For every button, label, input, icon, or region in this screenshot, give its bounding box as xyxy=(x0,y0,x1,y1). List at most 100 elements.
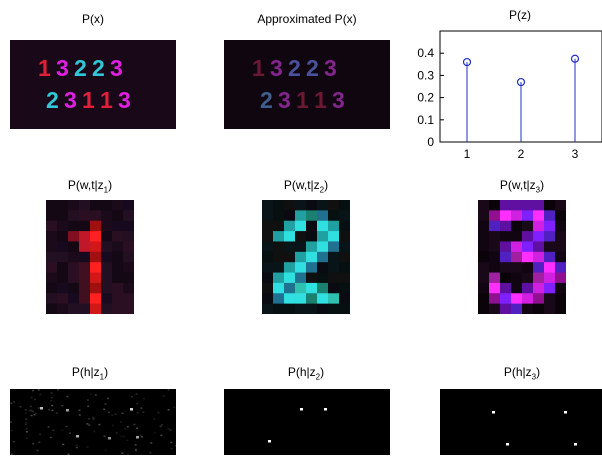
pixel-cell xyxy=(544,231,556,242)
activation-dot xyxy=(492,411,495,414)
pixel-cell xyxy=(46,262,58,274)
activation-noise xyxy=(25,421,28,424)
pixel-cell xyxy=(68,231,80,242)
px-digit: 1 xyxy=(82,87,95,113)
activation-noise xyxy=(30,414,33,417)
activation-noise xyxy=(140,454,143,455)
activation-noise xyxy=(92,418,95,420)
activation-noise xyxy=(30,396,33,399)
pixel-cell xyxy=(489,272,501,284)
pixel-cell xyxy=(317,220,329,232)
pixel-cell xyxy=(522,282,534,294)
activation-dot xyxy=(574,443,577,446)
pixel-cell xyxy=(68,262,80,274)
pixel-cell xyxy=(533,241,545,253)
pixel-cell xyxy=(112,303,124,314)
pixel-cell xyxy=(101,220,113,232)
pixel-cell xyxy=(284,293,296,305)
pixel-cell xyxy=(533,262,545,274)
activation-map-3 xyxy=(492,411,577,446)
pixel-cell xyxy=(101,272,113,284)
pixel-cell xyxy=(478,251,490,263)
activation-noise xyxy=(88,424,91,426)
pixel-cell xyxy=(500,220,512,232)
px-digits: 1 3 2 2 3 2 3 1 1 3 xyxy=(38,55,131,113)
pixel-cell xyxy=(68,200,80,211)
pixel-cell xyxy=(533,220,545,232)
px-digit: 3 xyxy=(56,55,69,81)
pixel-cell xyxy=(68,241,80,253)
approx-digit: 2 xyxy=(260,87,273,113)
pixel-cell xyxy=(522,293,534,305)
activation-noise xyxy=(169,429,172,431)
activation-noise xyxy=(47,408,50,411)
pixel-cell xyxy=(555,241,566,253)
pixel-cell xyxy=(123,293,134,305)
activation-noise xyxy=(94,394,97,396)
pixel-cell xyxy=(284,220,296,232)
pixel-cell xyxy=(262,303,274,314)
activation-noise xyxy=(10,421,13,423)
pixel-cell xyxy=(533,272,545,284)
pixel-cell xyxy=(101,262,113,274)
pz-y-tick-label: 0 xyxy=(427,135,434,149)
pixel-cell xyxy=(306,262,318,274)
activation-noise xyxy=(175,444,176,447)
pixel-cell xyxy=(317,303,329,314)
activation-noise xyxy=(75,446,78,449)
pz-y-axis: 0 0.1 0.2 0.3 0.4 xyxy=(417,46,444,149)
activation-noise xyxy=(78,414,81,416)
pixel-cell xyxy=(273,262,285,274)
activation-noise xyxy=(75,444,78,447)
pixel-cell xyxy=(500,303,512,314)
pixel-cell xyxy=(101,282,113,294)
pixel-cell xyxy=(306,272,318,284)
pixel-cell xyxy=(123,262,134,274)
pixel-cell xyxy=(533,210,545,222)
pixel-cell xyxy=(295,220,307,232)
approx-digit: 1 xyxy=(252,55,265,81)
pixel-cell xyxy=(478,293,490,305)
activation-noise xyxy=(25,437,28,439)
pixel-cell xyxy=(533,251,545,263)
pixel-cell xyxy=(101,231,113,242)
activation-noise xyxy=(33,413,36,416)
pixel-cell xyxy=(306,241,318,253)
pixel-cell xyxy=(79,210,91,222)
approx-digit: 1 xyxy=(314,87,327,113)
activation-noise xyxy=(173,406,176,408)
activation-map-2 xyxy=(268,408,327,443)
pixel-cell xyxy=(544,251,556,263)
pwt-z2-image xyxy=(262,200,350,314)
pixel-cell xyxy=(522,251,534,263)
pixel-cell xyxy=(522,272,534,284)
activation-noise xyxy=(39,433,42,435)
pixel-cell xyxy=(46,293,58,305)
pixel-cell xyxy=(544,262,556,274)
activation-noise xyxy=(134,444,137,446)
pixel-cell xyxy=(489,251,501,263)
pixel-cell xyxy=(339,262,350,274)
activation-noise xyxy=(153,418,156,420)
pixel-cell xyxy=(544,210,556,222)
activation-noise xyxy=(36,449,39,452)
pixel-cell xyxy=(101,251,113,263)
ph-z1-image xyxy=(10,389,176,455)
px-digit: 3 xyxy=(118,87,131,113)
pixel-cell xyxy=(101,200,113,211)
pixel-cell xyxy=(544,220,556,232)
approx-px-digits: 1 3 2 2 3 2 3 1 1 3 xyxy=(252,55,345,113)
pixel-cell xyxy=(555,200,566,211)
activation-noise xyxy=(170,441,173,444)
px-digit: 1 xyxy=(38,55,51,81)
activation-noise xyxy=(25,418,28,421)
activation-dot xyxy=(130,408,133,411)
activation-noise xyxy=(167,409,170,411)
pixel-cell xyxy=(90,282,102,294)
activation-noise xyxy=(135,427,138,429)
activation-noise xyxy=(115,432,118,434)
activation-dot xyxy=(268,440,271,443)
pixel-cell xyxy=(328,231,340,242)
pixel-cell xyxy=(511,282,523,294)
activation-noise xyxy=(167,389,170,391)
